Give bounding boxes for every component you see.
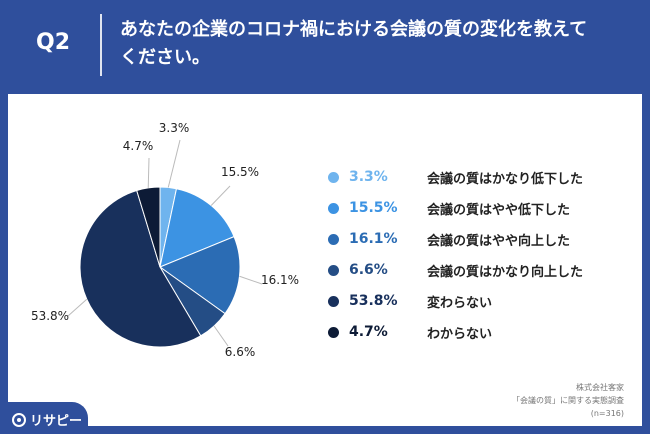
- legend-percentage: 53.8%: [349, 293, 398, 309]
- chart-card: 3.3% 15.5% 16.1% 6.6% 53.8% 4.7% 3.3% 会議の質はかなり…: [8, 94, 642, 426]
- source-sample-size: (n=316): [590, 409, 624, 418]
- slice-data-label: 4.7%: [123, 139, 154, 153]
- legend-item: 16.1% 会議の質はやや向上した: [328, 228, 628, 250]
- slice-leader-line: [239, 275, 263, 285]
- slice-leader-line: [210, 185, 231, 206]
- slice-data-label: 53.8%: [31, 309, 69, 323]
- question-number: Q2: [36, 30, 71, 55]
- logo-tab: リサピー: [0, 402, 88, 434]
- legend-swatch: [328, 202, 339, 214]
- pie-slice: [159, 188, 235, 268]
- question-text: あなたの企業のコロナ禍における会議の質の変化を教えてください。: [120, 19, 588, 68]
- slice-data-label: 3.3%: [159, 121, 190, 135]
- legend-item: 4.7% わからない: [328, 321, 628, 343]
- legend-item: 6.6% 会議の質はかなり向上した: [328, 259, 628, 281]
- legend-percentage: 15.5%: [349, 200, 398, 216]
- header: Q2 あなたの企業のコロナ禍における会議の質の変化を教えてください。: [0, 0, 650, 92]
- source-survey: 「会議の質」に関する実態調査: [512, 396, 624, 405]
- slice-leader-line: [67, 298, 88, 317]
- source-company: 株式会社客家: [576, 383, 624, 392]
- lisapy-logo-icon: [12, 412, 26, 427]
- legend-percentage: 3.3%: [349, 169, 388, 185]
- pie-slice: [79, 189, 202, 348]
- legend-label: 会議の質はやや向上した: [427, 233, 571, 249]
- legend-swatch: [328, 171, 339, 183]
- slice-leader-line: [167, 139, 181, 188]
- legend-swatch: [328, 233, 339, 245]
- slice-data-label: 16.1%: [261, 273, 299, 287]
- legend-percentage: 4.7%: [349, 324, 388, 340]
- pie-chart: 3.3% 15.5% 16.1% 6.6% 53.8% 4.7%: [31, 121, 299, 359]
- slice-leader-line: [213, 325, 229, 347]
- legend-item: 3.3% 会議の質はかなり低下した: [328, 166, 628, 188]
- slice-data-label: 15.5%: [221, 165, 259, 179]
- legend-percentage: 6.6%: [349, 262, 388, 278]
- legend-label: わからない: [427, 326, 493, 342]
- slice-leader-line: [147, 157, 150, 188]
- legend-percentage: 16.1%: [349, 231, 398, 247]
- header-divider: [100, 14, 102, 76]
- legend-swatch: [328, 326, 339, 338]
- legend-label: 会議の質はかなり向上した: [427, 264, 584, 280]
- legend-label: 会議の質はかなり低下した: [427, 171, 584, 187]
- legend-label: 会議の質はやや低下した: [427, 202, 571, 218]
- source-note: 株式会社客家 「会議の質」に関する実態調査 (n=316): [424, 381, 624, 420]
- legend-label: 変わらない: [427, 295, 493, 311]
- legend-item: 15.5% 会議の質はやや低下した: [328, 197, 628, 219]
- slice-data-label: 6.6%: [225, 345, 256, 359]
- legend-item: 53.8% 変わらない: [328, 290, 628, 312]
- brand-name: リサピー: [30, 414, 83, 429]
- brand-logo: リサピー: [12, 410, 82, 429]
- legend-swatch: [328, 295, 339, 307]
- pie-slice: [158, 235, 241, 315]
- legend-swatch: [328, 264, 339, 276]
